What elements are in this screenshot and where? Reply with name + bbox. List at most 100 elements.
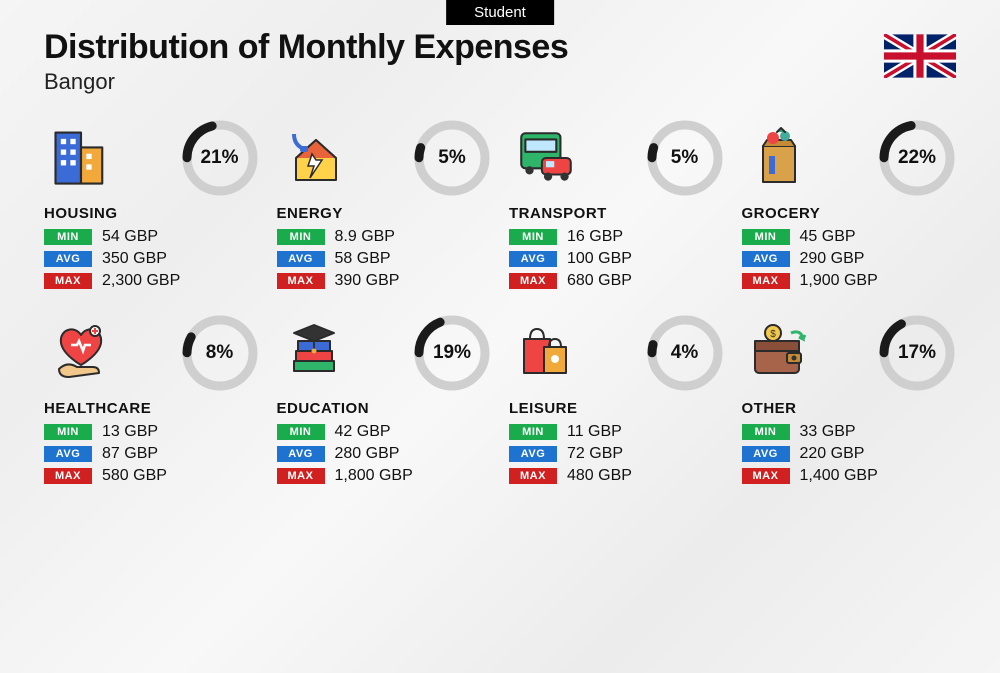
stat-max: MAX 1,400 GBP [742,467,957,485]
title-block: Distribution of Monthly Expenses Bangor [44,28,568,95]
grocery-bag-icon [742,121,816,195]
audience-badge: Student [446,0,554,25]
max-value: 480 GBP [567,467,632,485]
category-card-healthcare: 8% HEALTHCARE MIN 13 GBP AVG 87 GBP MAX … [44,314,259,489]
avg-value: 72 GBP [567,445,623,463]
avg-tag: AVG [44,446,92,462]
stat-min: MIN 13 GBP [44,423,259,441]
percent-donut: 8% [181,314,259,392]
max-tag: MAX [742,468,790,484]
max-value: 1,400 GBP [800,467,878,485]
min-value: 13 GBP [102,423,158,441]
max-tag: MAX [44,273,92,289]
max-value: 1,900 GBP [800,272,878,290]
category-name: EDUCATION [277,400,492,417]
bus-car-icon [509,121,583,195]
stat-avg: AVG 350 GBP [44,250,259,268]
percent-label: 4% [646,314,724,392]
min-value: 16 GBP [567,228,623,246]
city-name: Bangor [44,69,568,95]
category-card-energy: 5% ENERGY MIN 8.9 GBP AVG 58 GBP MAX 390… [277,119,492,294]
category-name: OTHER [742,400,957,417]
avg-tag: AVG [742,251,790,267]
min-value: 11 GBP [567,423,622,441]
avg-tag: AVG [277,446,325,462]
stat-min: MIN 54 GBP [44,228,259,246]
page-title: Distribution of Monthly Expenses [44,28,568,67]
max-tag: MAX [44,468,92,484]
stat-max: MAX 480 GBP [509,467,724,485]
percent-label: 21% [181,119,259,197]
stat-min: MIN 16 GBP [509,228,724,246]
avg-value: 280 GBP [335,445,400,463]
category-card-grocery: 22% GROCERY MIN 45 GBP AVG 290 GBP MAX 1… [742,119,957,294]
stat-min: MIN 8.9 GBP [277,228,492,246]
heart-hand-icon [44,316,118,390]
category-name: HEALTHCARE [44,400,259,417]
stat-max: MAX 680 GBP [509,272,724,290]
grad-books-icon [277,316,351,390]
stat-avg: AVG 58 GBP [277,250,492,268]
avg-tag: AVG [742,446,790,462]
stat-min: MIN 42 GBP [277,423,492,441]
house-bolt-icon [277,121,351,195]
percent-donut: 5% [413,119,491,197]
max-value: 580 GBP [102,467,167,485]
min-value: 8.9 GBP [335,228,395,246]
max-tag: MAX [277,468,325,484]
percent-label: 17% [878,314,956,392]
max-value: 1,800 GBP [335,467,413,485]
avg-value: 350 GBP [102,250,167,268]
percent-label: 19% [413,314,491,392]
stat-avg: AVG 100 GBP [509,250,724,268]
min-tag: MIN [509,229,557,245]
max-tag: MAX [277,273,325,289]
max-value: 2,300 GBP [102,272,180,290]
min-tag: MIN [44,424,92,440]
avg-value: 100 GBP [567,250,632,268]
category-card-other: $ 17% OTHER MIN 33 GBP AVG 220 GBP MAX 1… [742,314,957,489]
min-value: 33 GBP [800,423,856,441]
avg-value: 87 GBP [102,445,158,463]
min-tag: MIN [277,424,325,440]
stat-max: MAX 2,300 GBP [44,272,259,290]
category-name: HOUSING [44,205,259,222]
avg-tag: AVG [509,446,557,462]
category-name: TRANSPORT [509,205,724,222]
svg-text:$: $ [770,329,776,340]
stat-max: MAX 1,900 GBP [742,272,957,290]
stat-avg: AVG 72 GBP [509,445,724,463]
avg-value: 58 GBP [335,250,391,268]
stat-max: MAX 390 GBP [277,272,492,290]
percent-donut: 19% [413,314,491,392]
max-value: 680 GBP [567,272,632,290]
stat-min: MIN 45 GBP [742,228,957,246]
stat-max: MAX 580 GBP [44,467,259,485]
stat-avg: AVG 280 GBP [277,445,492,463]
min-value: 42 GBP [335,423,391,441]
min-value: 45 GBP [800,228,856,246]
percent-label: 5% [413,119,491,197]
min-tag: MIN [509,424,557,440]
percent-donut: 4% [646,314,724,392]
category-card-housing: 21% HOUSING MIN 54 GBP AVG 350 GBP MAX 2… [44,119,259,294]
avg-value: 290 GBP [800,250,865,268]
avg-tag: AVG [509,251,557,267]
avg-tag: AVG [44,251,92,267]
max-tag: MAX [742,273,790,289]
avg-tag: AVG [277,251,325,267]
max-tag: MAX [509,273,557,289]
min-tag: MIN [44,229,92,245]
buildings-icon [44,121,118,195]
category-card-education: 19% EDUCATION MIN 42 GBP AVG 280 GBP MAX… [277,314,492,489]
avg-value: 220 GBP [800,445,865,463]
percent-donut: 17% [878,314,956,392]
stat-min: MIN 11 GBP [509,423,724,441]
category-name: ENERGY [277,205,492,222]
min-value: 54 GBP [102,228,158,246]
percent-label: 5% [646,119,724,197]
category-name: LEISURE [509,400,724,417]
max-tag: MAX [509,468,557,484]
max-value: 390 GBP [335,272,400,290]
percent-donut: 22% [878,119,956,197]
